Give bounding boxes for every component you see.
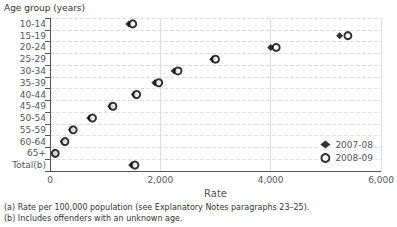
svg-text:Total(b): Total(b) (11, 160, 46, 170)
svg-text:60-64: 60-64 (20, 137, 46, 147)
svg-text:(b) Includes offenders with an: (b) Includes offenders with an unknown a… (4, 214, 182, 223)
svg-text:4,000: 4,000 (258, 175, 284, 185)
svg-text:Age group (years): Age group (years) (4, 3, 85, 13)
svg-text:50-54: 50-54 (20, 113, 46, 123)
svg-text:25-29: 25-29 (20, 54, 46, 64)
svg-text:2,000: 2,000 (147, 175, 173, 185)
svg-text:40-44: 40-44 (20, 90, 46, 100)
svg-text:65+: 65+ (27, 148, 46, 158)
svg-text:(a) Rate per 100,000 populatio: (a) Rate per 100,000 population (see Exp… (4, 203, 309, 212)
svg-text:20-24: 20-24 (20, 42, 46, 52)
svg-text:Rate: Rate (204, 188, 227, 199)
svg-text:2007-08: 2007-08 (335, 140, 373, 150)
svg-text:0: 0 (47, 175, 53, 185)
svg-text:45-49: 45-49 (20, 101, 46, 111)
svg-text:2008-09: 2008-09 (335, 153, 373, 163)
svg-text:30-34: 30-34 (20, 66, 46, 76)
svg-text:15-19: 15-19 (20, 31, 46, 41)
svg-text:6,000: 6,000 (368, 175, 394, 185)
svg-text:35-39: 35-39 (20, 78, 46, 88)
svg-text:10-14: 10-14 (20, 19, 46, 29)
svg-text:55-59: 55-59 (20, 125, 46, 135)
